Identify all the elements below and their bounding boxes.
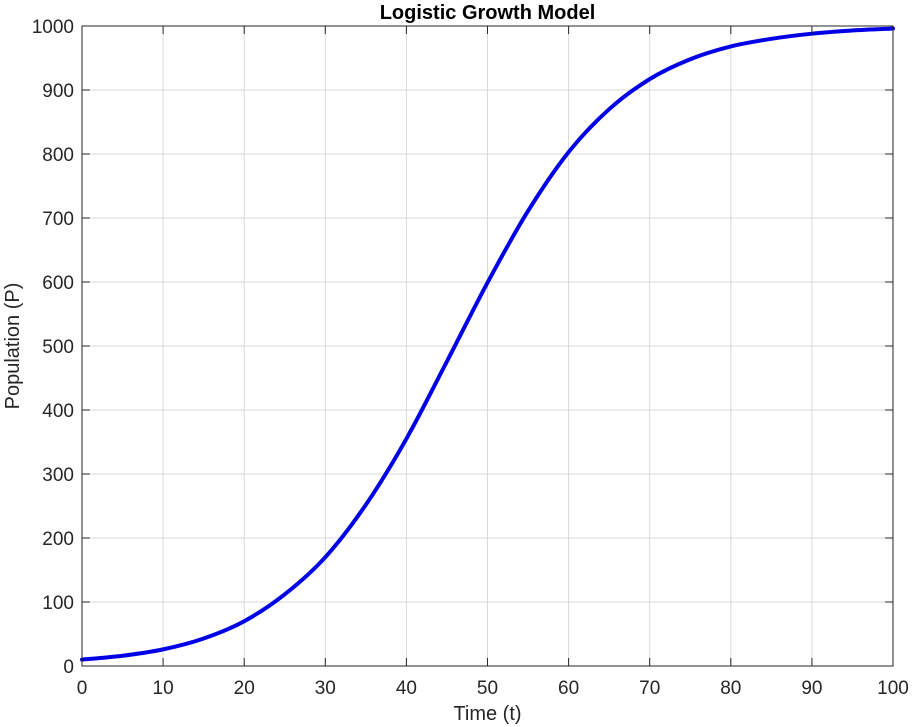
y-tick-label: 900 [42,81,74,102]
x-tick-label: 80 [720,678,741,699]
y-axis-label: Population (P) [2,283,24,410]
y-tick-label: 100 [42,593,74,614]
x-tick-label: 100 [877,678,909,699]
x-tick-label: 50 [477,678,498,699]
y-tick-label: 800 [42,145,74,166]
x-tick-label: 20 [234,678,255,699]
y-tick-label: 300 [42,465,74,486]
chart-title: Logistic Growth Model [380,2,596,24]
x-tick-label: 30 [315,678,336,699]
x-tick-label: 10 [153,678,174,699]
x-tick-label: 70 [639,678,660,699]
y-tick-label: 0 [63,657,74,678]
x-tick-label: 60 [558,678,579,699]
series-line [80,26,895,662]
y-tick-label: 600 [42,273,74,294]
tick-layer: 0 10 20 30 40 50 60 70 80 90 100010020030040050060… [32,17,909,699]
x-tick-label: 40 [396,678,417,699]
label-layer: Logistic Growth Model Time (t) Populatio… [2,2,595,725]
x-tick-label: 90 [801,678,822,699]
y-tick-label: 700 [42,209,74,230]
y-tick-label: 1000 [32,17,74,38]
y-tick-label: 500 [42,337,74,358]
x-tick-label: 0 [77,678,88,699]
x-axis-label: Time (t) [453,703,521,725]
y-tick-label: 400 [42,401,74,422]
series-layer [80,26,895,662]
y-tick-label: 200 [42,529,74,550]
